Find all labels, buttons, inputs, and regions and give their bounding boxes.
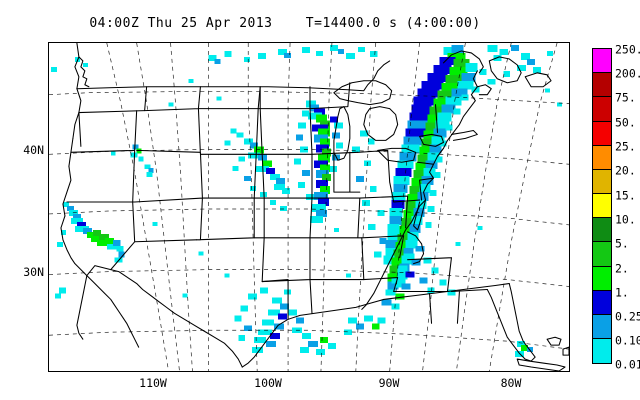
map-canvas[interactable] bbox=[48, 42, 570, 372]
colorbar-tick-50: 50. bbox=[615, 115, 636, 130]
precip-socal bbox=[54, 202, 125, 299]
lake-erie bbox=[377, 147, 417, 163]
map-graphic bbox=[49, 43, 569, 371]
colorbar-band-025 bbox=[593, 314, 611, 340]
colorbar-band-20 bbox=[593, 169, 611, 195]
colorbar-band-15 bbox=[593, 194, 611, 219]
coastline-baja bbox=[76, 275, 88, 340]
colorbar-band-5 bbox=[593, 242, 611, 267]
lon-line-80w bbox=[389, 43, 420, 371]
lat-line-45n bbox=[49, 91, 569, 104]
colorbar-band-25 bbox=[593, 145, 611, 170]
colorbar-tick-5: 5. bbox=[615, 236, 629, 251]
geography-layer bbox=[60, 43, 569, 371]
coastline-maritimes bbox=[488, 56, 522, 84]
lat-line-35n bbox=[49, 208, 569, 226]
state-borders-east bbox=[357, 104, 445, 293]
coastline-nova-scotia bbox=[524, 72, 552, 88]
coastline-cuba bbox=[516, 358, 566, 371]
colorbar-tick-15: 15. bbox=[615, 188, 636, 203]
x-tick-label-80w: 80W bbox=[500, 376, 522, 390]
colorbar-tick-20: 20. bbox=[615, 163, 636, 178]
colorbar-tick-001: 0.01 bbox=[615, 357, 640, 372]
state-borders-rockies bbox=[134, 86, 261, 241]
coastline-pacific bbox=[60, 43, 140, 348]
y-tick-label-30n: 30N bbox=[23, 265, 44, 279]
coastline-gulf bbox=[241, 283, 510, 368]
colorbar-tick-1: 1. bbox=[615, 285, 629, 300]
coastline-outer-banks bbox=[407, 231, 425, 265]
precipitation-layer bbox=[50, 44, 563, 358]
colorbar-tick-010: 0.10 bbox=[615, 333, 640, 348]
coastline-chesapeake bbox=[413, 199, 427, 231]
lake-superior bbox=[333, 80, 393, 106]
colorbar-band-75 bbox=[593, 97, 611, 122]
colorbar[interactable] bbox=[592, 48, 612, 364]
lake-ontario bbox=[419, 133, 445, 147]
lat-line-30n bbox=[49, 269, 569, 287]
border-canada-east bbox=[442, 50, 484, 74]
coastline-atlantic bbox=[361, 70, 478, 310]
x-tick-label-110w: 110W bbox=[139, 376, 167, 390]
precip-newengland bbox=[425, 44, 542, 228]
x-tick-label-100w: 100W bbox=[254, 376, 282, 390]
colorbar-band-1 bbox=[593, 290, 611, 315]
lon-line-120w bbox=[106, 43, 169, 371]
state-borders-midwest bbox=[309, 82, 365, 281]
precip-northwest bbox=[50, 56, 88, 72]
lon-line-100w bbox=[247, 43, 258, 371]
precip-florida bbox=[515, 341, 534, 358]
colorbar-band-010 bbox=[593, 339, 611, 363]
colorbar-tick-2: 2. bbox=[615, 261, 629, 276]
colorbar-band-2 bbox=[593, 266, 611, 291]
lon-line-90w bbox=[320, 43, 333, 371]
precip-midwest-line bbox=[294, 100, 343, 223]
lon-line-70w bbox=[456, 43, 512, 371]
lake-michigan bbox=[333, 106, 351, 161]
state-borders-gulf bbox=[261, 279, 313, 320]
coastline-bahamas-2 bbox=[562, 346, 569, 356]
lon-line-110w bbox=[170, 43, 193, 371]
colorbar-band-200 bbox=[593, 73, 611, 98]
border-canada bbox=[76, 60, 391, 92]
lake-huron bbox=[363, 106, 399, 141]
lon-line-115w bbox=[136, 43, 180, 371]
colorbar-band-50 bbox=[593, 121, 611, 146]
coastline-cape-cod bbox=[476, 84, 492, 96]
colorbar-band-250 bbox=[593, 49, 611, 74]
precip-gulf bbox=[234, 287, 386, 356]
coastline-bahamas bbox=[546, 336, 562, 346]
state-borders-southeast bbox=[393, 257, 488, 324]
lon-line-95w bbox=[287, 43, 291, 371]
colorbar-tick-025: 0.25 bbox=[615, 309, 640, 324]
lon-line-85w bbox=[355, 43, 377, 371]
colorbar-tick-25: 25. bbox=[615, 139, 636, 154]
state-borders-plains bbox=[253, 86, 313, 283]
colorbar-band-10 bbox=[593, 218, 611, 243]
colorbar-tick-250: 250. bbox=[615, 42, 640, 57]
lat-line-40n bbox=[49, 149, 569, 165]
colorbar-tick-200: 200. bbox=[615, 66, 640, 81]
x-tick-label-90w: 90W bbox=[378, 376, 400, 390]
border-mexico bbox=[86, 265, 243, 368]
coastline-puget-sound bbox=[78, 56, 90, 88]
precip-scattered-specks bbox=[152, 50, 563, 298]
precip-northern-plains bbox=[208, 44, 378, 64]
colorbar-tick-10: 10. bbox=[615, 212, 636, 227]
graticule-layer bbox=[49, 43, 569, 371]
y-tick-label-40n: 40N bbox=[23, 143, 44, 157]
coastline-long-island bbox=[450, 129, 478, 141]
page-title: 04:00Z Thu 25 Apr 2013 T=14400.0 s (4:00… bbox=[89, 16, 481, 31]
lon-line-75w bbox=[422, 43, 466, 371]
state-borders-west bbox=[64, 88, 197, 271]
colorbar-tick-75: 75. bbox=[615, 90, 636, 105]
lon-line-65w bbox=[488, 43, 558, 371]
precip-northeast bbox=[383, 44, 478, 290]
